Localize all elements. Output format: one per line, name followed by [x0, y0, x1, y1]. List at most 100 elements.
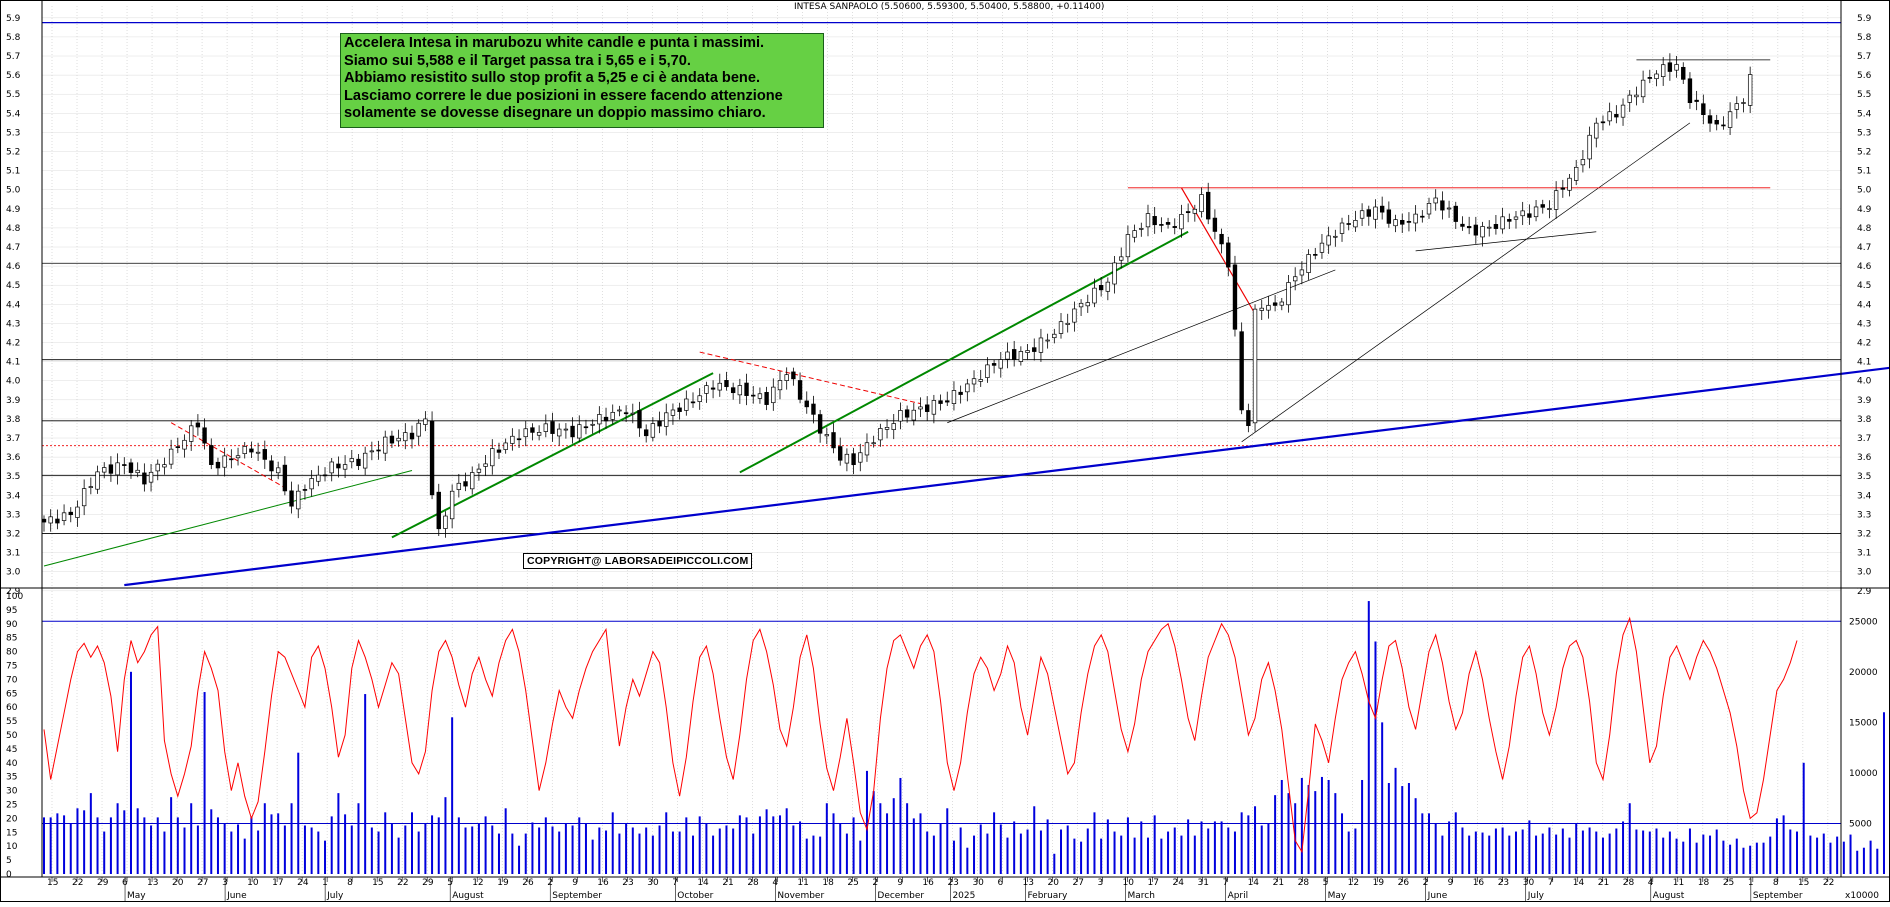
candle-up: [577, 425, 581, 438]
volume-bar: [43, 817, 45, 874]
candle-down: [798, 381, 802, 400]
volume-bar: [378, 832, 380, 874]
candle-down: [792, 372, 796, 379]
volume-bar: [538, 827, 540, 874]
candle-down: [1186, 212, 1190, 213]
volume-bar: [632, 827, 634, 874]
candle-up: [1655, 74, 1659, 79]
candle-up: [1280, 302, 1284, 305]
candle-up: [363, 453, 367, 468]
xaxis-day-label: 27: [197, 878, 208, 888]
price-tick-left: 5.1: [6, 167, 20, 177]
volume-bar: [1622, 821, 1624, 874]
xaxis-day-label: 10: [247, 878, 259, 888]
volume-bar: [458, 817, 460, 874]
price-tick-left: 4.0: [6, 377, 21, 387]
candle-down: [230, 459, 234, 460]
volume-bar: [1709, 836, 1711, 874]
candle-up: [236, 456, 240, 458]
xaxis-day-label: 23: [947, 878, 958, 888]
candle-up: [1180, 214, 1184, 228]
xaxis-day-label: 14: [1573, 878, 1585, 888]
candle-up: [885, 427, 889, 429]
volume-bar: [1508, 836, 1510, 874]
xaxis-day-label: 25: [847, 878, 858, 888]
xaxis-month-label: August: [452, 891, 484, 901]
xaxis-day-label: 12: [472, 878, 483, 888]
volume-bar: [411, 812, 413, 874]
candle-down: [838, 447, 842, 461]
volume-bar: [1120, 836, 1122, 874]
volume-bar: [230, 832, 232, 874]
xaxis-day-label: 14: [1248, 878, 1260, 888]
volume-bar: [1769, 837, 1771, 874]
volume-bar: [833, 813, 835, 874]
volume-bar: [137, 808, 139, 874]
volume-bar: [1595, 832, 1597, 874]
volume-bar: [966, 848, 968, 874]
volume-bar: [391, 823, 393, 874]
volume-bar: [1227, 827, 1229, 874]
price-tick-right: 5.3: [1857, 128, 1871, 138]
candle-down: [1467, 226, 1471, 227]
candle-down: [1407, 221, 1411, 222]
volume-bar: [933, 836, 935, 874]
candle-up: [1534, 207, 1538, 217]
volume-bar: [772, 816, 774, 874]
volume-bar: [1374, 641, 1376, 874]
volume-bar: [1361, 780, 1363, 874]
price-tick-right: 4.3: [1857, 319, 1871, 329]
candle-up: [1501, 217, 1505, 229]
candle-down: [1213, 218, 1217, 231]
candle-up: [1434, 198, 1438, 203]
volume-bar: [1482, 833, 1484, 874]
volume-bar: [1428, 813, 1430, 874]
volume-bar: [444, 797, 446, 874]
volume-bar: [552, 826, 554, 874]
candle-up: [1139, 228, 1143, 229]
candle-down: [129, 463, 133, 473]
candle-up: [1079, 303, 1083, 307]
xaxis-day-label: 29: [422, 878, 434, 888]
candle-up: [1447, 208, 1451, 209]
candle-down: [1688, 79, 1692, 103]
volume-bar: [1274, 795, 1276, 874]
candle-up: [1374, 207, 1378, 219]
stoch-tick-left: 55: [6, 717, 17, 727]
candle-down: [1367, 210, 1371, 217]
volume-bar: [1803, 763, 1805, 874]
volume-bar: [471, 826, 473, 874]
volume-bar: [1154, 815, 1156, 874]
volume-bar: [926, 832, 928, 874]
volume-bar: [592, 840, 594, 874]
volume-bar: [819, 837, 821, 874]
volume-bar: [1816, 838, 1818, 874]
candle-up: [825, 434, 829, 435]
price-tick-right: 5.5: [1857, 90, 1871, 100]
candle-down: [377, 450, 381, 451]
candle-down: [303, 489, 307, 490]
volume-bar: [324, 841, 326, 874]
candle-down: [905, 410, 909, 417]
volume-bar: [578, 817, 580, 874]
candle-up: [1133, 231, 1137, 238]
price-tick-right: 3.4: [1857, 491, 1872, 501]
candle-up: [1106, 282, 1110, 291]
candle-up: [511, 436, 515, 443]
xaxis-day-label: 15: [1798, 878, 1809, 888]
volume-bar: [1742, 848, 1744, 874]
candle-down: [832, 433, 836, 448]
xaxis-day-label: 8: [347, 878, 353, 888]
volume-bar: [297, 753, 299, 874]
candle-down: [42, 519, 46, 522]
volume-bar: [605, 831, 607, 874]
candle-up: [1608, 112, 1612, 121]
candle-up: [350, 459, 354, 462]
volume-bar: [1850, 835, 1852, 874]
volume-bar: [1495, 829, 1497, 874]
xaxis-day-label: 29: [97, 878, 109, 888]
volume-bar: [779, 815, 781, 874]
